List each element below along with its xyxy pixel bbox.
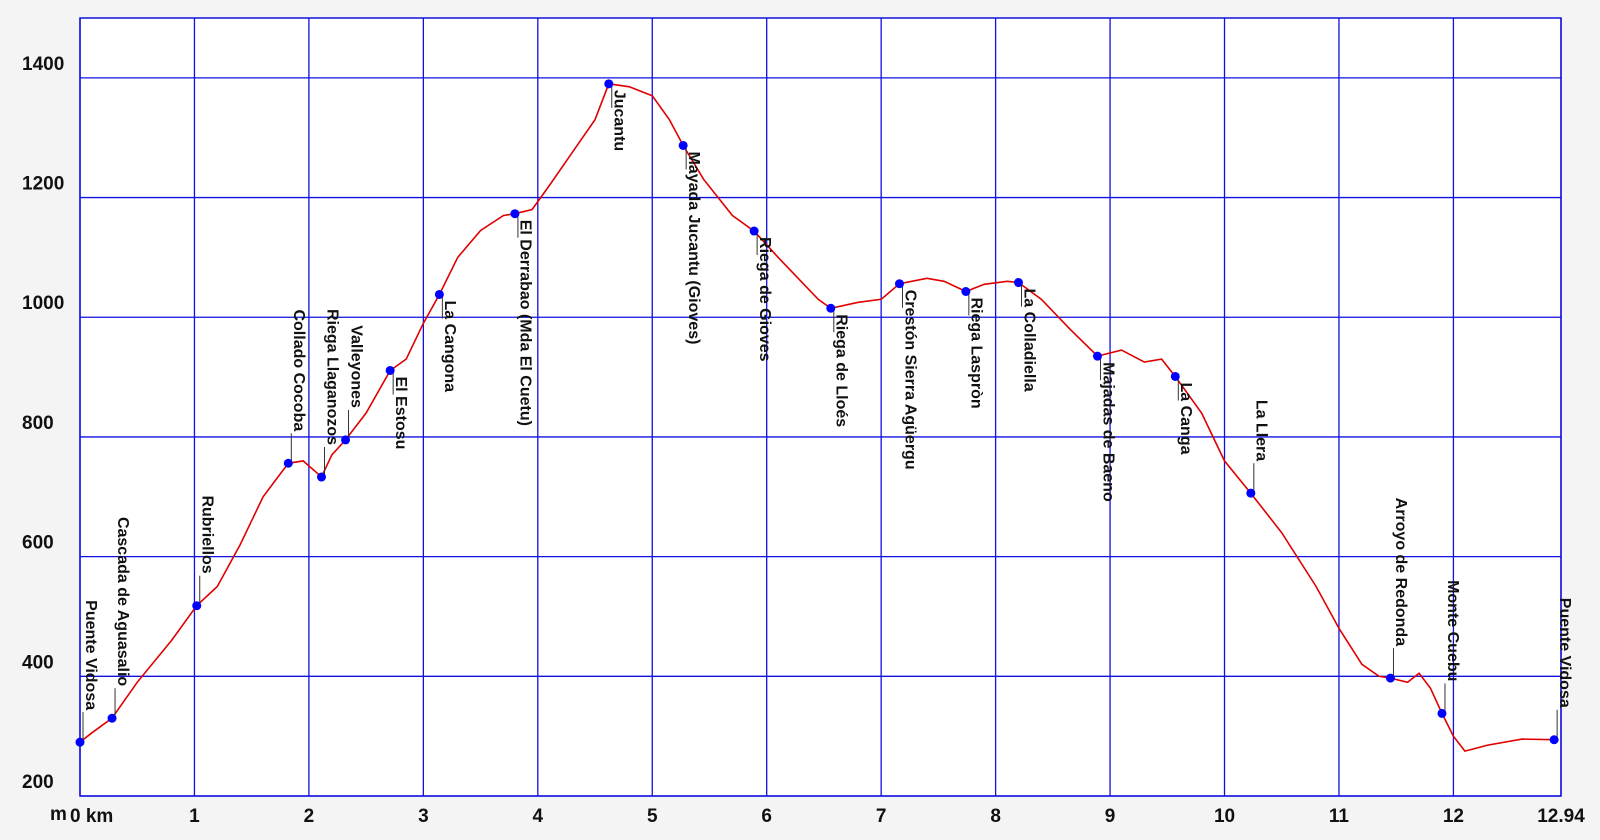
x-tick-label: 12 xyxy=(1443,806,1464,827)
waypoint-label: La Llera xyxy=(1253,400,1270,461)
waypoint xyxy=(749,226,759,236)
waypoint xyxy=(894,279,904,289)
x-tick-label: 0 km xyxy=(70,806,113,827)
x-tick-label: 2 xyxy=(304,806,315,827)
y-tick-label: 200 xyxy=(22,772,54,793)
y-tick-label: 600 xyxy=(22,533,54,554)
elevation-line xyxy=(79,82,1555,753)
waypoint xyxy=(341,435,351,445)
waypoint xyxy=(316,472,326,482)
plot-area xyxy=(80,18,1561,796)
waypoint xyxy=(434,289,444,299)
y-tick-label: 1400 xyxy=(22,54,64,75)
waypoint-label: Riega de Lloés xyxy=(833,314,850,427)
waypoint xyxy=(107,713,117,723)
x-tick-label: 3 xyxy=(418,806,429,827)
waypoint-label: La Canga xyxy=(1177,382,1194,454)
waypoint xyxy=(283,458,293,468)
waypoint xyxy=(1437,708,1447,718)
waypoint xyxy=(1385,673,1395,683)
y-tick-label: 400 xyxy=(22,652,54,673)
waypoint-label: Puente Vidosa xyxy=(82,600,99,710)
waypoint-label: Riega Llaganozos xyxy=(323,309,340,445)
waypoint xyxy=(961,286,971,296)
x-tick-label: 7 xyxy=(876,806,887,827)
waypoint-label: Mayada Jucantu (Gioves) xyxy=(685,151,702,344)
waypoint-label: El Estosu xyxy=(392,376,409,449)
x-tick-label: 4 xyxy=(533,806,544,827)
waypoint xyxy=(510,209,520,219)
waypoint xyxy=(826,303,836,313)
waypoint xyxy=(75,737,85,747)
waypoint-label: Rubriellos xyxy=(199,495,216,573)
x-tick-label: 11 xyxy=(1329,806,1350,827)
waypoint-label: Valleyones xyxy=(347,325,364,408)
waypoint-label: Arroyo de Redonda xyxy=(1392,498,1409,647)
waypoint-label: Cascada de Aguasalio xyxy=(114,517,131,686)
x-tick-label: 10 xyxy=(1214,806,1235,827)
waypoint-label: El Derrabao (Mda El Cuetu) xyxy=(517,220,534,426)
x-tick-label: 12.94 xyxy=(1537,806,1585,827)
waypoint xyxy=(604,79,614,89)
x-tick-label: 5 xyxy=(647,806,658,827)
waypoint-label: Crestón Sierra Agüergu xyxy=(901,290,918,470)
waypoint xyxy=(1549,735,1559,745)
waypoint-label: Puente Vidosa xyxy=(1556,598,1573,708)
waypoint xyxy=(1014,278,1024,288)
waypoint xyxy=(1092,351,1102,361)
waypoint-label: Majadas de Baeno xyxy=(1099,362,1116,502)
waypoint-label: Jucantu xyxy=(611,90,628,151)
waypoint-label: Riega de Gioves xyxy=(756,237,773,362)
y-tick-label: 1200 xyxy=(22,174,64,195)
x-tick-label: 6 xyxy=(761,806,772,827)
waypoint xyxy=(385,365,395,375)
y-axis-label: m xyxy=(50,804,67,825)
waypoint-label: La Colladiella xyxy=(1020,289,1037,392)
waypoint xyxy=(1170,371,1180,381)
plot-border xyxy=(79,17,1562,797)
x-tick-label: 9 xyxy=(1105,806,1116,827)
waypoint-label: Collado Cocoba xyxy=(290,309,307,431)
waypoint xyxy=(678,140,688,150)
x-tick-label: 8 xyxy=(990,806,1001,827)
waypoint-label: Monte Cuebu xyxy=(1444,580,1461,681)
waypoint xyxy=(192,601,202,611)
y-tick-label: 800 xyxy=(22,413,54,434)
waypoint-label: Riega Laspròn xyxy=(968,297,985,408)
waypoint xyxy=(1246,488,1256,498)
waypoint-label: La Cangona xyxy=(441,300,458,392)
x-tick-label: 1 xyxy=(189,806,200,827)
y-tick-label: 1000 xyxy=(22,293,64,314)
